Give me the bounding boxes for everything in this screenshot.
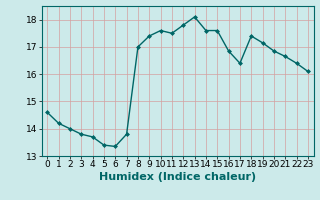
X-axis label: Humidex (Indice chaleur): Humidex (Indice chaleur) <box>99 172 256 182</box>
